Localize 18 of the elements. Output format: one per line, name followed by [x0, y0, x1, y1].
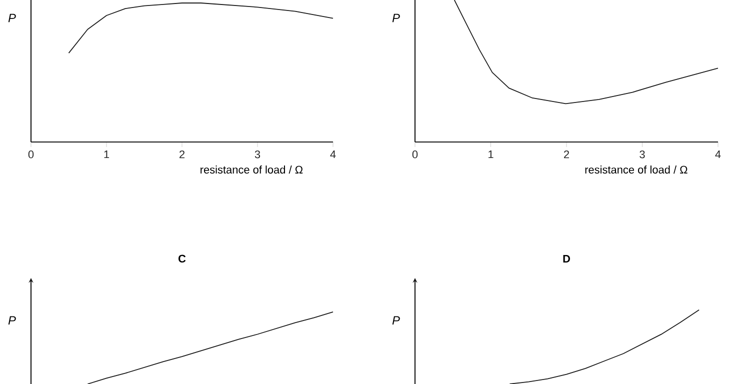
x-tick-label: 1: [488, 150, 494, 158]
x-tick-label: 4: [715, 150, 721, 158]
x-axis-title: resistance of load / Ω: [200, 166, 303, 174]
x-tick-label: 1: [104, 150, 110, 158]
x-tick-label: 2: [180, 150, 184, 158]
x-tick-label: 4: [330, 150, 336, 158]
y-axis-title: P: [392, 316, 400, 325]
x-tick-label: 3: [640, 150, 645, 158]
x-tick-label: 0: [28, 150, 34, 158]
x-tick-label: 3: [254, 150, 260, 158]
y-axis-title: P: [392, 14, 400, 22]
y-axis-title: P: [8, 316, 16, 325]
x-tick-label: 0: [412, 150, 418, 158]
x-axis-title: resistance of load / Ω: [585, 166, 688, 174]
chart-title: C: [178, 254, 186, 263]
chart-title: D: [563, 254, 570, 262]
y-axis-title: P: [8, 14, 16, 22]
x-tick-label: 2: [564, 150, 570, 158]
